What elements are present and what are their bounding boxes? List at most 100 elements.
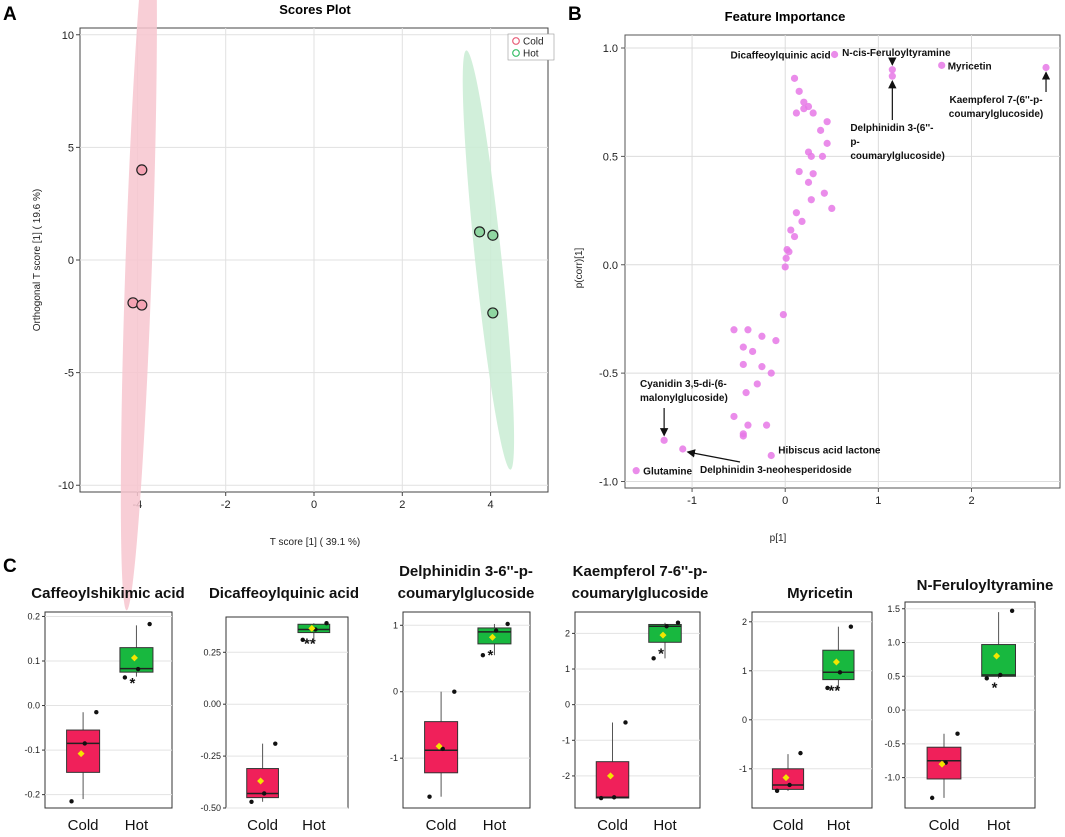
y-tick-label: -5 (64, 368, 74, 380)
annotation-label-line: Kaempferol 7-(6''-p- (949, 95, 1042, 106)
data-point (249, 799, 254, 804)
score-point-hot (487, 307, 499, 319)
legend-label: Cold (523, 37, 544, 48)
mean-marker (938, 760, 946, 768)
feature-point (800, 105, 808, 113)
data-point (147, 621, 152, 627)
data-point (837, 670, 843, 675)
feature-point (787, 226, 795, 234)
feature-point (888, 72, 896, 80)
data-point (955, 731, 960, 736)
feature-point (758, 332, 766, 340)
score-point-hot (487, 229, 499, 241)
data-point (611, 795, 617, 800)
x-tick-label: 1 (875, 495, 881, 507)
feature-point (795, 87, 803, 95)
mean-marker (832, 658, 840, 666)
annotation-label-line: coumarylglucoside) (850, 151, 944, 162)
annotation-label: Hibiscus acid lactone (778, 445, 881, 456)
boxplot-delphinidin-3-6-p-coumarylglucoside: Delphinidin 3-6''-p-coumarylglucoside 1 0 -… (390, 563, 534, 834)
feature-point (807, 152, 815, 160)
y-tick-label: 0 (742, 715, 747, 725)
boxplot-kaempferol-7-6-p-coumarylglucoside: Kaempferol 7-6''-p-coumarylglucoside 2 1 0 -… (562, 563, 708, 834)
y-tick-label: -0.2 (24, 790, 40, 800)
x-tick-label: 0 (782, 495, 788, 507)
mean-marker (130, 654, 138, 662)
feature-point (730, 412, 738, 421)
boxplot-title: Dicaffeoylquinic acid (209, 585, 359, 602)
feature-point (739, 343, 747, 351)
mean-marker (782, 774, 790, 782)
score-point-hot (473, 226, 486, 238)
feature-point (809, 170, 817, 178)
data-point (623, 720, 628, 725)
significance-marker: * (658, 645, 664, 662)
scores-plot-title: Scores Plot (279, 2, 351, 17)
annotation-arrow (686, 449, 741, 463)
x-tick-label: -1 (687, 495, 697, 507)
annotation-label-line: malonylglucoside) (640, 393, 728, 404)
box-hot (648, 623, 682, 643)
annotation-label-line: Delphinidin 3-(6''- (850, 123, 933, 134)
x-tick-label: 4 (488, 499, 494, 511)
data-point (1009, 608, 1015, 613)
feature-point (828, 204, 836, 212)
feature-point (772, 337, 780, 345)
feature-point (782, 254, 790, 262)
boxplot-title-line: coumarylglucoside (572, 585, 709, 602)
y-tick-label: -1 (390, 753, 398, 763)
feature-point (800, 98, 808, 106)
data-point (82, 741, 87, 746)
feature-point (1042, 63, 1050, 72)
y-tick-label: 1.0 (887, 638, 900, 648)
mean-marker (488, 633, 496, 641)
y-tick-label: 1.0 (603, 43, 618, 55)
confidence-ellipse-cold (120, 0, 157, 611)
data-point (440, 746, 445, 752)
feature-point (744, 421, 752, 429)
data-point (480, 652, 486, 658)
data-point (324, 621, 329, 626)
y-tick-label: -2 (562, 771, 570, 781)
plot-frame (225, 616, 349, 809)
y-tick-label: 2 (742, 617, 747, 627)
annotation-label-line: p- (850, 137, 859, 148)
plot-frame (904, 601, 1036, 809)
mean-marker (659, 631, 667, 639)
y-tick-label: 0.1 (27, 656, 40, 666)
boxplot-myricetin: Myricetin 2 1 0 -1 Cold Hot ** (739, 585, 873, 834)
y-tick-label: 0.5 (603, 151, 618, 163)
box-hot (981, 644, 1017, 677)
data-point (651, 656, 656, 661)
feature-point (830, 50, 839, 59)
y-tick-label: -0.5 (599, 368, 618, 380)
feature-point (817, 126, 825, 134)
feature-point (790, 232, 799, 241)
score-point-cold (136, 164, 148, 176)
y-tick-label: -1.0 (599, 476, 618, 488)
category-label: Hot (987, 817, 1011, 834)
category-label: Cold (773, 817, 804, 834)
boxplot-title: Myricetin (787, 585, 853, 602)
feature-point (823, 118, 831, 126)
annotation-label: Dicaffeoylquinic acid (731, 51, 831, 62)
boxplot-n-feruloyltyramine: N-Feruloyltyramine 1.5 1.0 0.5 0.0 -0.5 -1.0 Co… (884, 577, 1053, 834)
feature-point (739, 432, 747, 440)
y-tick-label: 0.0 (887, 705, 900, 715)
annotation-label: Glutamine (643, 467, 692, 478)
feature-point (779, 311, 787, 319)
box-hot (822, 649, 855, 681)
data-point (94, 710, 99, 715)
feature-point (792, 209, 800, 217)
x-tick-label: 0 (311, 499, 317, 511)
annotation-label: Myricetin (948, 61, 992, 72)
mean-marker (308, 624, 316, 632)
y-tick-label: -0.25 (200, 751, 221, 761)
feature-point (730, 326, 738, 334)
boxplot-caffeoylshikimic-acid: Caffeoylshikimic acid 0.2 0.1 0.0 -0.1 -0.2 Co… (24, 585, 184, 834)
x-tick-label: 2 (968, 495, 974, 507)
mean-marker (435, 742, 443, 750)
data-point (825, 685, 830, 691)
significance-marker: * (130, 675, 136, 692)
y-tick-label: -0.50 (200, 803, 221, 813)
